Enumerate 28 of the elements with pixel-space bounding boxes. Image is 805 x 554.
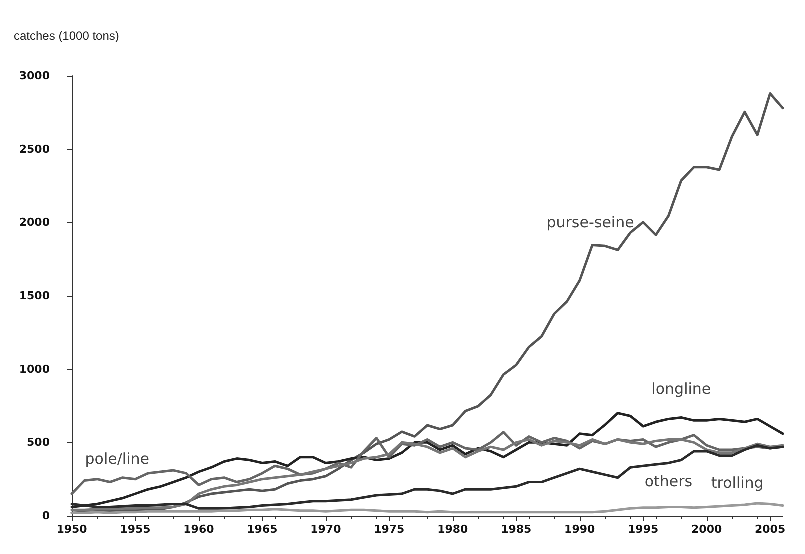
y-tick-label: 0 bbox=[42, 510, 50, 522]
x-tick-label: 1990 bbox=[564, 523, 596, 536]
line-series bbox=[70, 92, 784, 514]
x-tick-label: 1985 bbox=[501, 523, 532, 536]
y-tick-label: 3000 bbox=[19, 70, 50, 82]
series-label: purse-seine bbox=[546, 213, 634, 232]
series-label: longline bbox=[652, 380, 712, 398]
x-tick-label: 1995 bbox=[628, 523, 659, 536]
y-axis-title: catches (1000 tons) bbox=[14, 29, 120, 43]
y-tick-label: 500 bbox=[27, 436, 50, 450]
x-tick-label: 1960 bbox=[184, 523, 215, 536]
series-label: others bbox=[644, 472, 693, 491]
series-label: trolling bbox=[711, 474, 764, 492]
x-tick-label: 1965 bbox=[247, 523, 278, 536]
line-series bbox=[70, 412, 784, 508]
y-tick-label: 1500 bbox=[19, 290, 50, 302]
x-tick-label: 2005 bbox=[754, 523, 786, 536]
x-tick-label: 1975 bbox=[374, 523, 405, 536]
x-tick-label: 1980 bbox=[438, 523, 469, 536]
x-tick-label: 1970 bbox=[310, 523, 342, 536]
y-tick-label: 2000 bbox=[19, 216, 50, 230]
line-series bbox=[70, 502, 784, 514]
y-tick-label: 1000 bbox=[19, 362, 50, 376]
series-label: pole/line bbox=[85, 450, 150, 468]
y-tick-label: 2500 bbox=[19, 142, 50, 156]
x-tick-label: 1950 bbox=[56, 523, 88, 536]
x-tick-label: 2000 bbox=[692, 523, 722, 536]
x-tick-label: 1955 bbox=[120, 523, 151, 536]
